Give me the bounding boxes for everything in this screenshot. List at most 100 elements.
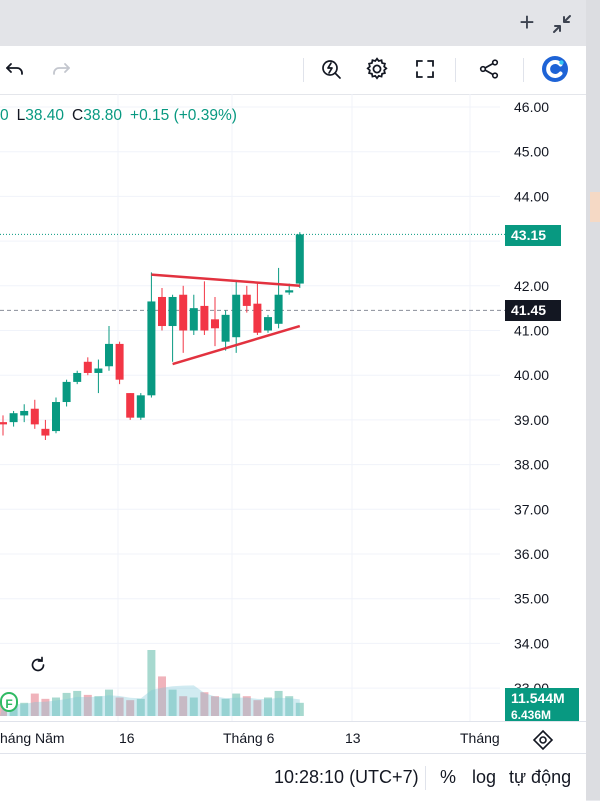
price-axis: 46.0045.0044.0043.0042.0041.0040.0039.00… [514, 99, 549, 696]
time-axis[interactable]: háng Năm 16 Tháng 6 13 Tháng [0, 721, 586, 754]
volume-bar [285, 696, 294, 716]
fullscreen-button[interactable] [410, 54, 440, 84]
volume-bar [41, 698, 50, 716]
time-label: 13 [345, 730, 361, 746]
candle-body [242, 294, 251, 306]
clock-timezone[interactable]: 10:28:10 (UTC+7) [274, 767, 419, 787]
volume-bar [264, 697, 272, 716]
price-tick-label: 41.00 [514, 323, 549, 339]
price-tick-label: 42.00 [514, 278, 549, 294]
time-label: Tháng [460, 730, 500, 746]
status-divider [425, 766, 426, 790]
candle-body [147, 301, 156, 396]
brand-logo-button[interactable] [540, 54, 570, 84]
percent-toggle[interactable]: % [440, 767, 457, 787]
close-value: 38.80 [83, 107, 123, 124]
ohlc-legend: 0 L38.40 C38.80 +0.15 (+0.39%) [0, 107, 237, 129]
candle-body [158, 296, 166, 327]
volume-bar [20, 702, 29, 716]
candle-body [115, 343, 124, 380]
volume-bar [274, 690, 283, 716]
open-value: 0 [0, 107, 9, 124]
price-tick-label: 39.00 [514, 412, 549, 428]
candle-body [285, 290, 294, 293]
volume-bar [62, 692, 71, 716]
volume-bar [211, 696, 219, 716]
lightning-search-icon [322, 60, 341, 79]
volume-bar [52, 697, 60, 716]
auto-scale-toggle[interactable]: tự động [509, 767, 572, 787]
candle-body [264, 317, 272, 331]
volume-bar [232, 693, 241, 716]
trendline [151, 273, 300, 288]
low-value: 38.40 [25, 107, 65, 124]
refresh-icon [31, 656, 45, 672]
volume-bar [136, 698, 145, 716]
candle-body [105, 343, 113, 367]
candle-body [232, 294, 241, 338]
reset-chart-button[interactable] [25, 652, 51, 678]
collapse-icon[interactable] [550, 12, 574, 36]
settings-diamond-icon [532, 729, 554, 751]
candle-body [295, 234, 304, 284]
settings-button[interactable] [362, 54, 392, 84]
candle-body [168, 296, 177, 327]
undo-button[interactable] [0, 54, 30, 84]
low-key: L [16, 107, 26, 124]
volume-bar [168, 689, 177, 716]
candle-body [52, 402, 60, 432]
price-tick-label: 35.00 [514, 591, 549, 607]
trendlines [151, 273, 301, 366]
volume-bar [253, 700, 262, 716]
candle-body [253, 303, 262, 333]
add-tab-button[interactable]: + [519, 7, 535, 37]
candle-body [41, 428, 50, 436]
candle-body [211, 319, 219, 329]
price-tick-label: 44.00 [514, 188, 549, 204]
window-edge-accent [590, 192, 600, 222]
financials-badge[interactable]: F [0, 692, 18, 712]
candle-body [200, 305, 209, 331]
close-key: C [72, 107, 84, 124]
price-tick-label: 34.00 [514, 635, 549, 651]
price-tick-label: 46.00 [514, 99, 549, 115]
time-label: 16 [119, 730, 135, 746]
candle-body [274, 294, 283, 324]
candle-body [83, 361, 92, 373]
brand-logo-icon [542, 56, 568, 82]
time-label: Tháng 6 [223, 730, 275, 746]
volume-bar [73, 690, 82, 716]
fullscreen-icon [416, 60, 434, 78]
price-chart[interactable]: 46.0045.0044.0043.0042.0041.0040.0039.00… [0, 94, 586, 721]
candle-body [62, 381, 71, 403]
candles [0, 232, 304, 441]
price-tick-label: 38.00 [514, 457, 549, 473]
volume-bar [30, 693, 39, 716]
chart-panel [0, 46, 586, 800]
close-line-tag: 41.45 [505, 300, 561, 321]
volume-bar [147, 650, 156, 716]
volume-bar [94, 696, 103, 716]
candle-body [221, 314, 230, 342]
volume-bar [126, 700, 135, 716]
toolbar-divider [455, 58, 456, 82]
toolbar-divider [303, 58, 304, 82]
price-tick-label: 40.00 [514, 367, 549, 383]
quick-search-button[interactable] [316, 54, 346, 84]
volume-bar [200, 692, 209, 716]
chart-toolbar [0, 46, 586, 95]
log-toggle[interactable]: log [472, 767, 497, 787]
time-label: háng Năm [0, 730, 65, 746]
time-axis-settings-button[interactable] [532, 729, 554, 751]
candle-body [136, 395, 145, 418]
volume-bar [83, 694, 92, 716]
redo-button[interactable] [46, 54, 76, 84]
last-price-tag: 43.15 [505, 225, 561, 246]
volume-bar [242, 696, 251, 716]
candle-body [9, 413, 18, 423]
share-button[interactable] [474, 54, 504, 84]
volume-ma-tag: 6.436M [505, 709, 579, 721]
price-tick-label: 36.00 [514, 546, 549, 562]
price-tick-label: 45.00 [514, 144, 549, 160]
volume-bar [158, 676, 166, 716]
